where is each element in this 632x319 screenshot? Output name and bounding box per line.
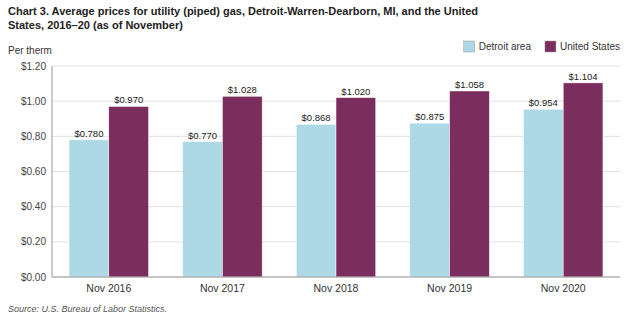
bar: [222, 96, 262, 277]
data-label: $0.954: [529, 97, 558, 108]
legend-item: United States: [545, 41, 620, 52]
title-line: Chart 3. Average prices for utility (pip…: [8, 5, 478, 17]
legend-item: Detroit area: [464, 41, 532, 52]
legend-label: Detroit area: [479, 41, 532, 52]
data-label: $1.058: [455, 79, 484, 90]
bar: [410, 123, 450, 277]
data-label: $1.028: [228, 84, 257, 95]
x-tick-label: Nov 2020: [541, 282, 586, 294]
bar: [523, 109, 563, 277]
x-tick-label: Nov 2017: [200, 282, 245, 294]
x-axis-line: [52, 277, 620, 278]
data-label: $0.875: [415, 111, 444, 122]
x-tick-label: Nov 2018: [314, 282, 359, 294]
grid-line: [52, 277, 620, 278]
title: Chart 3. Average prices for utility (pip…: [8, 5, 478, 31]
bar: [296, 124, 336, 277]
y-grid: [52, 66, 620, 277]
legend-swatch: [545, 41, 556, 52]
legend-swatch: [464, 41, 475, 52]
bar: [109, 106, 149, 277]
y-tick-label: $0.40: [21, 201, 46, 212]
bar: [183, 142, 223, 277]
data-label: $1.104: [569, 71, 598, 82]
y-tick-label: $1.00: [21, 96, 46, 107]
bar: [450, 91, 490, 277]
grid-line: [52, 66, 620, 67]
y-tick-label: $0.60: [21, 166, 46, 177]
title-line: States, 2016–20 (as of November): [8, 19, 183, 31]
y-tick-label: $1.20: [21, 61, 46, 72]
bar: [563, 83, 603, 277]
data-label: $0.770: [188, 130, 217, 141]
y-axis-line: [52, 66, 53, 277]
y-tick-label: $0.20: [21, 236, 46, 247]
bars: [69, 83, 603, 277]
y-axis-label: Per therm: [8, 45, 52, 56]
legend: Detroit area United States: [464, 41, 620, 52]
data-labels: $0.780 $0.770 $0.868 $0.875 $0.954 $0.970 $1.0…: [74, 71, 597, 141]
data-label: $0.970: [114, 94, 143, 105]
legend-label: United States: [560, 41, 620, 52]
chart: Chart 3. Average prices for utility (pip…: [0, 0, 632, 319]
x-tick-label: Nov 2019: [427, 282, 472, 294]
data-label: $0.868: [302, 112, 331, 123]
background: [0, 0, 632, 319]
bar: [336, 98, 376, 277]
bar: [69, 140, 109, 277]
data-label: $1.020: [341, 86, 370, 97]
source: Source: U.S. Bureau of Labor Statistics.: [8, 304, 167, 314]
y-tick-label: $0.80: [21, 131, 46, 142]
data-label: $0.780: [74, 128, 103, 139]
x-tick-label: Nov 2016: [86, 282, 131, 294]
y-tick-label: $0.00: [21, 272, 46, 283]
